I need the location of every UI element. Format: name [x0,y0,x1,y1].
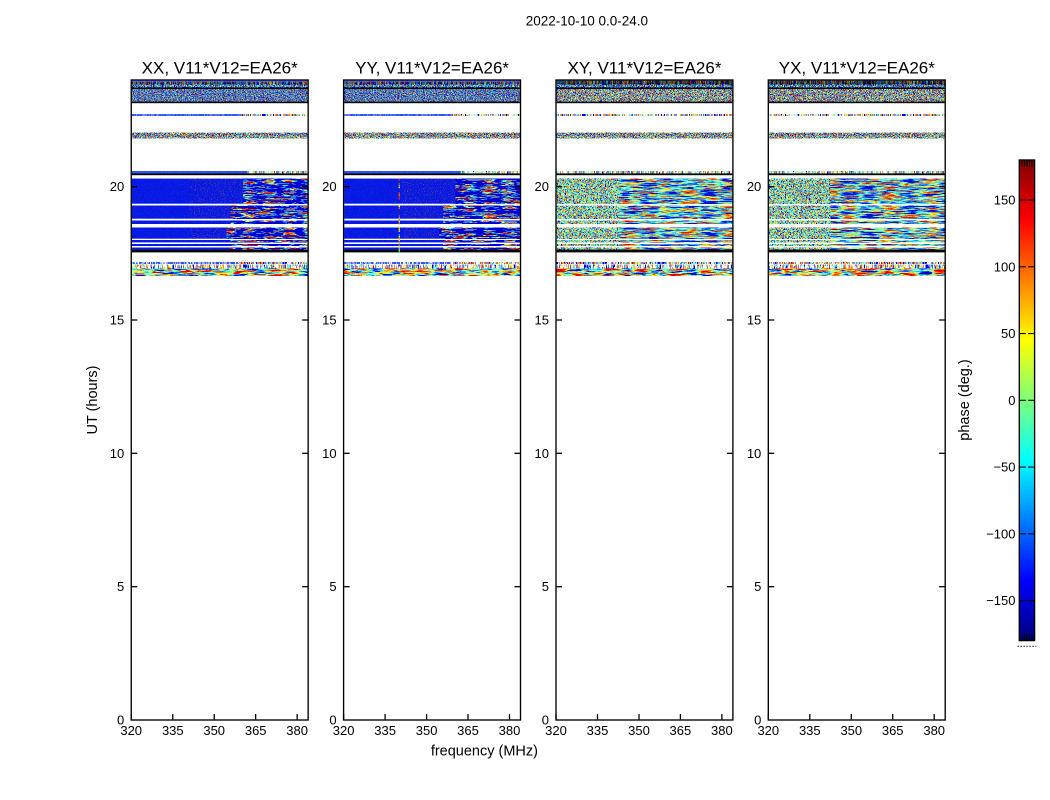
svg-text:320: 320 [545,723,567,738]
svg-text:365: 365 [670,723,692,738]
svg-text:15: 15 [110,313,124,328]
svg-text:380: 380 [711,723,733,738]
svg-text:5: 5 [117,579,124,594]
svg-text:15: 15 [535,313,549,328]
svg-text:350: 350 [203,723,225,738]
svg-text:335: 335 [162,723,184,738]
svg-text:5: 5 [754,579,761,594]
svg-text:350: 350 [840,723,862,738]
svg-text:15: 15 [322,313,336,328]
svg-text:20: 20 [110,179,124,194]
svg-text:335: 335 [799,723,821,738]
svg-text:5: 5 [329,579,336,594]
svg-text:YY, V11*V12=EA26*: YY, V11*V12=EA26* [355,59,509,78]
svg-text:335: 335 [587,723,609,738]
svg-text:150: 150 [994,193,1016,208]
svg-text:YX, V11*V12=EA26*: YX, V11*V12=EA26* [779,59,935,78]
svg-text:350: 350 [628,723,650,738]
svg-text:365: 365 [245,723,267,738]
svg-text:XY, V11*V12=EA26*: XY, V11*V12=EA26* [568,59,722,78]
svg-text:50: 50 [1001,326,1015,341]
svg-text:5: 5 [542,579,549,594]
svg-text:100: 100 [994,259,1016,274]
svg-text:0: 0 [1008,393,1015,408]
svg-text:0: 0 [542,713,549,728]
svg-text:380: 380 [923,723,945,738]
svg-text:320: 320 [757,723,779,738]
svg-text:10: 10 [747,446,761,461]
svg-text:0: 0 [754,713,761,728]
svg-text:15: 15 [747,313,761,328]
svg-text:380: 380 [286,723,308,738]
svg-text:−50: −50 [993,460,1015,475]
svg-text:−100: −100 [986,526,1015,541]
svg-text:335: 335 [374,723,396,738]
svg-text:2022-10-10 0.0-24.0: 2022-10-10 0.0-24.0 [526,14,648,29]
svg-text:10: 10 [535,446,549,461]
svg-text:365: 365 [457,723,479,738]
svg-text:XX, V11*V12=EA26*: XX, V11*V12=EA26* [142,59,298,78]
svg-text:10: 10 [322,446,336,461]
svg-text:UT (hours): UT (hours) [85,365,101,434]
svg-text:380: 380 [499,723,521,738]
svg-text:0: 0 [117,713,124,728]
svg-text:10: 10 [110,446,124,461]
svg-text:frequency (MHz): frequency (MHz) [431,743,538,759]
svg-text:320: 320 [120,723,142,738]
svg-text:phase (deg.): phase (deg.) [957,359,973,440]
svg-text:320: 320 [333,723,355,738]
svg-text:350: 350 [416,723,438,738]
svg-text:20: 20 [322,179,336,194]
svg-text:365: 365 [882,723,904,738]
svg-text:−150: −150 [986,593,1015,608]
svg-text:20: 20 [747,179,761,194]
svg-text:20: 20 [535,179,549,194]
svg-text:0: 0 [329,713,336,728]
